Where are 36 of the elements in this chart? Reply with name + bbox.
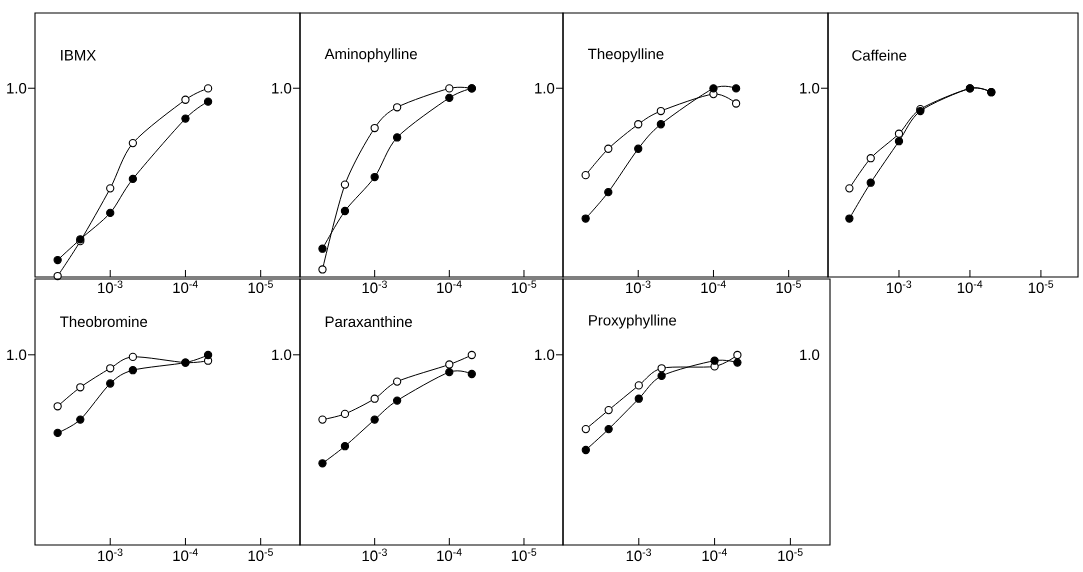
x-tick-label: 10$^{-5}$: [248, 280, 273, 294]
x-tick-label: 10$^{-4}$: [957, 280, 983, 294]
x-tick-label: 10$^{-4}$: [173, 548, 198, 562]
text: 1.0: [7, 349, 27, 361]
chart-title: Theobromine: [60, 316, 148, 328]
x-tick-label: 10$^{-5}$: [511, 548, 537, 562]
x-tick-label: 10$^{-3}$: [626, 548, 652, 562]
x-tick-label: 10$^{-3}$: [98, 280, 123, 294]
text: 1.0: [7, 82, 27, 94]
x-tick-label: 10$^{-3}$: [362, 548, 387, 562]
x-tick-label: 10$^{-5}$: [511, 280, 537, 294]
x-tick-label: 10$^{-4}$: [701, 280, 726, 294]
x-tick-label: 10$^{-3}$: [626, 280, 651, 294]
chart-title: Paraxanthine: [325, 316, 412, 328]
chart-title: IBMX: [61, 50, 96, 61]
x-tick-label: 10$^{-5}$: [776, 280, 801, 294]
annotation: 1.0: [800, 82, 820, 94]
x-tick-label: 10$^{-3}$: [98, 548, 123, 562]
annotation: 1.0: [535, 82, 555, 94]
chart-title: Aminophylline: [324, 48, 417, 63]
annotation: 1.0: [272, 349, 292, 361]
x-tick-label: 10$^{-4}$: [702, 548, 727, 562]
x-tick-label: 10$^{-4}$: [173, 280, 198, 294]
annotation: 1.0: [272, 82, 292, 94]
x-tick-label: 10$^{-5}$: [778, 548, 803, 562]
x-tick-label: 10$^{-5}$: [248, 548, 273, 562]
x-tick-label: 10$^{-3}$: [362, 280, 387, 294]
chart-title: Caffeine: [852, 49, 907, 61]
x-tick-label: 10$^{-3}$: [886, 280, 912, 294]
x-tick-label: 10$^{-4}$: [437, 548, 462, 562]
chart-title: Theopylline: [588, 48, 664, 63]
chart-title: Proxyphylline: [589, 314, 677, 329]
x-tick-label: 10$^{-4}$: [437, 280, 462, 294]
annotation: 1.0: [800, 349, 820, 361]
annotation: 1.0: [535, 349, 555, 361]
x-tick-label: 10$^{-5}$: [1028, 280, 1054, 294]
